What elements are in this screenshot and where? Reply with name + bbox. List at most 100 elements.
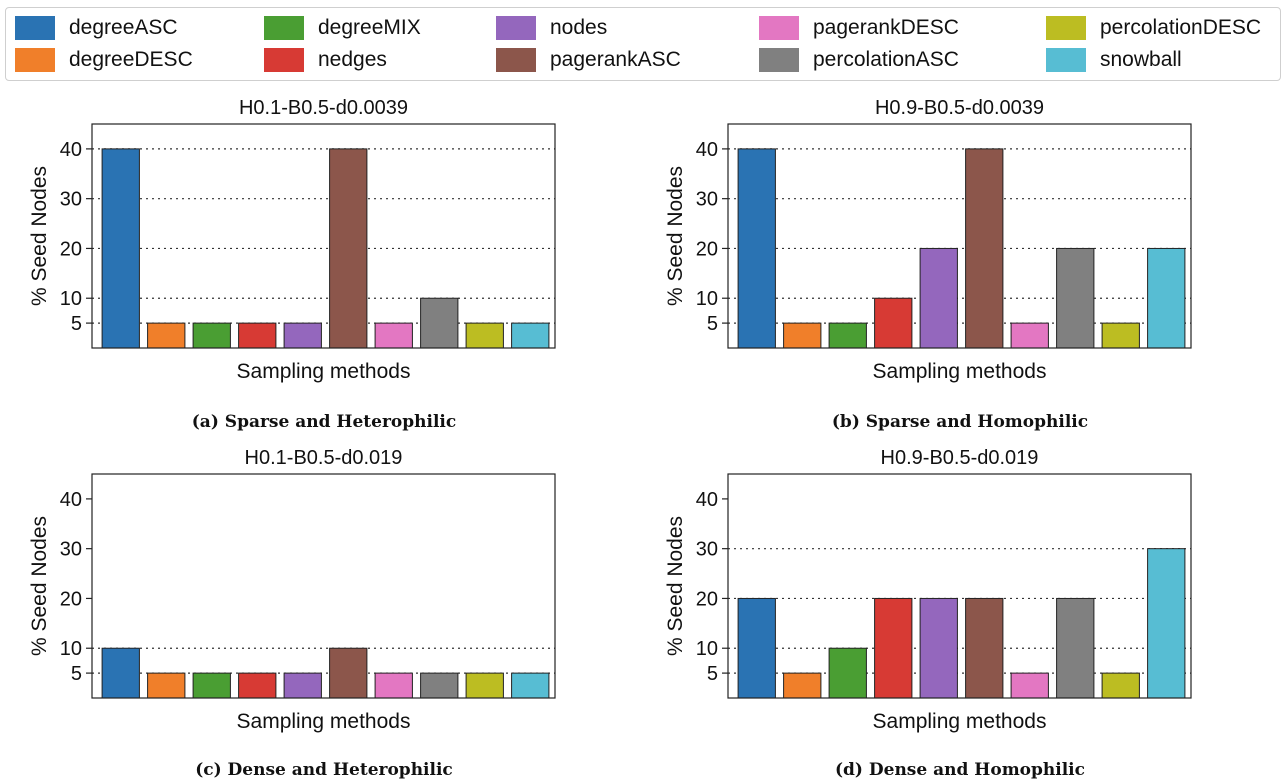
y-axis-label: % Seed Nodes	[28, 166, 51, 306]
bar-nodes	[283, 322, 322, 349]
bar-nodes	[919, 597, 958, 699]
y-tick-label: 30	[696, 539, 718, 561]
bar-percolationDESC	[465, 672, 504, 699]
caption-a: (a) Sparse and Heterophilic	[191, 412, 457, 432]
bar-degreeDESC	[147, 672, 186, 699]
y-tick-label: 20	[696, 238, 718, 260]
bar-snowball	[511, 672, 550, 699]
chart-panel-d: H0.9-B0.5-d0.019 5 10 20 30 40 % Seed Nodes Sam…	[636, 442, 1196, 754]
legend-label: degreeASC	[69, 16, 178, 39]
bar-pagerankDESC	[1010, 322, 1049, 349]
bar-chart: H0.1-B0.5-d0.0039 5 10 20 30 40 % Seed Nodes Sa…	[28, 97, 556, 383]
legend-label: percolationDESC	[1100, 16, 1262, 39]
bar-pagerankDESC	[374, 672, 413, 699]
legend-label: pagerankDESC	[813, 16, 959, 39]
bar-pagerankASC	[329, 148, 368, 349]
plot-frame	[91, 473, 556, 699]
legend: degreeASC degreeDESC degreeMIX nedges nodes p…	[5, 7, 1281, 81]
plot-frame	[727, 473, 1192, 699]
legend-item-percolationASC: percolationASC	[759, 47, 959, 73]
y-tick-label: 10	[696, 288, 718, 310]
x-axis-label: Sampling methods	[237, 710, 411, 733]
x-axis-label: Sampling methods	[237, 360, 411, 383]
plot-frame	[91, 123, 556, 349]
y-tick-label: 5	[707, 663, 718, 685]
legend-swatch	[759, 48, 799, 72]
legend-swatch	[496, 48, 536, 72]
y-tick-label: 30	[60, 539, 82, 561]
legend-swatch	[264, 48, 304, 72]
bar-degreeMIX	[828, 647, 867, 699]
bar-nodes	[919, 247, 958, 349]
legend-item-degreeMIX: degreeMIX	[264, 15, 421, 41]
legend-item-degreeDESC: degreeDESC	[15, 47, 193, 73]
legend-item-pagerankASC: pagerankASC	[496, 47, 681, 73]
legend-label: degreeDESC	[69, 48, 193, 71]
bar-pagerankDESC	[1010, 672, 1049, 699]
legend-item-degreeASC: degreeASC	[15, 15, 178, 41]
legend-label: snowball	[1100, 48, 1182, 71]
bar-nedges	[238, 672, 277, 699]
bar-chart: H0.9-B0.5-d0.0039 5 10 20 30 40 % Seed Nodes Sa…	[664, 97, 1192, 383]
chart-title: H0.1-B0.5-d0.0039	[239, 97, 408, 119]
legend-swatch	[15, 48, 55, 72]
plot-frame	[727, 123, 1192, 349]
legend-item-nedges: nedges	[264, 47, 387, 73]
chart-title: H0.9-B0.5-d0.0039	[875, 97, 1044, 119]
y-tick-label: 40	[696, 139, 718, 161]
y-tick-label: 10	[696, 638, 718, 660]
legend-label: percolationASC	[813, 48, 959, 71]
y-tick-label: 5	[71, 663, 82, 685]
caption-b: (b) Sparse and Homophilic	[831, 412, 1089, 432]
bar-degreeASC	[101, 148, 140, 349]
legend-swatch	[759, 16, 799, 40]
y-tick-label: 5	[71, 313, 82, 335]
legend-swatch	[1046, 48, 1086, 72]
bar-degreeMIX	[192, 322, 231, 349]
bar-degreeMIX	[192, 672, 231, 699]
y-tick-label: 30	[696, 189, 718, 211]
y-tick-label: 40	[60, 139, 82, 161]
chart-panel-c: H0.1-B0.5-d0.019 5 10 20 30 40 % Seed Nodes Sam…	[0, 442, 560, 754]
y-tick-label: 40	[60, 489, 82, 511]
bar-pagerankASC	[329, 647, 368, 699]
bar-chart: H0.9-B0.5-d0.019 5 10 20 30 40 % Seed Nodes Sam…	[664, 447, 1192, 733]
legend-item-nodes: nodes	[496, 15, 607, 41]
bar-chart: H0.1-B0.5-d0.019 5 10 20 30 40 % Seed Nodes Sam…	[28, 447, 556, 733]
chart-panel-a: H0.1-B0.5-d0.0039 5 10 20 30 40 % Seed Nodes Sa…	[0, 92, 560, 404]
bar-percolationASC	[1056, 247, 1095, 349]
y-axis-label: % Seed Nodes	[28, 516, 51, 656]
legend-label: pagerankASC	[550, 48, 681, 71]
y-tick-label: 20	[60, 238, 82, 260]
legend-item-pagerankDESC: pagerankDESC	[759, 15, 959, 41]
bar-degreeMIX	[828, 322, 867, 349]
bar-degreeASC	[737, 597, 776, 699]
bar-snowball	[511, 322, 550, 349]
x-axis-label: Sampling methods	[873, 360, 1047, 383]
legend-label: nodes	[550, 16, 608, 39]
chart-title: H0.9-B0.5-d0.019	[881, 447, 1039, 469]
bar-percolationDESC	[465, 322, 504, 349]
bar-percolationASC	[420, 672, 459, 699]
caption-c: (c) Dense and Heterophilic	[195, 760, 453, 780]
bar-percolationASC	[1056, 597, 1095, 699]
bar-snowball	[1147, 548, 1186, 699]
bar-nedges	[874, 297, 913, 349]
bar-percolationASC	[420, 297, 459, 349]
legend-item-percolationDESC: percolationDESC	[1046, 15, 1261, 41]
y-tick-label: 10	[60, 288, 82, 310]
bar-nedges	[238, 322, 277, 349]
y-tick-label: 10	[60, 638, 82, 660]
x-axis-label: Sampling methods	[873, 710, 1047, 733]
chart-panel-b: H0.9-B0.5-d0.0039 5 10 20 30 40 % Seed Nodes Sa…	[636, 92, 1196, 404]
bar-snowball	[1147, 247, 1186, 349]
y-tick-label: 5	[707, 313, 718, 335]
y-tick-label: 20	[60, 588, 82, 610]
legend-label: degreeMIX	[318, 16, 421, 39]
y-axis-label: % Seed Nodes	[664, 516, 687, 656]
bar-percolationDESC	[1101, 322, 1140, 349]
caption-d: (d) Dense and Homophilic	[835, 760, 1085, 780]
legend-swatch	[264, 16, 304, 40]
y-tick-label: 40	[696, 489, 718, 511]
legend-swatch	[1046, 16, 1086, 40]
